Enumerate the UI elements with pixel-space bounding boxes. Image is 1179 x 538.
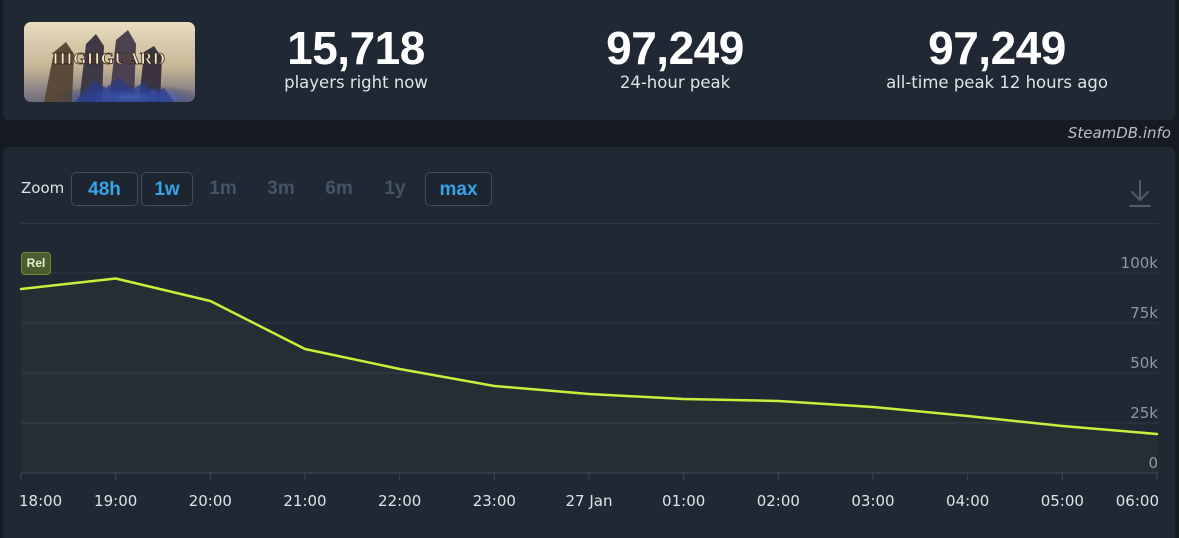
y-tick-label: 25k: [1130, 404, 1158, 422]
steamdb-watermark[interactable]: SteamDB.info: [1067, 124, 1171, 142]
data-point: [493, 385, 496, 387]
data-point: [304, 348, 306, 350]
stat-all-time-peak-label: all-time peak 12 hours ago: [886, 73, 1108, 92]
chart-divider: [21, 223, 1159, 224]
zoom-1w-button[interactable]: 1w: [141, 172, 193, 206]
stat-24h-peak-label: 24-hour peak: [619, 73, 731, 92]
data-point: [1156, 433, 1158, 435]
game-logo[interactable]: HIGHGUARD: [24, 22, 195, 102]
data-point: [872, 406, 874, 408]
stat-24h-peak-value: 97,249: [606, 22, 744, 74]
x-tick-label: 19:00: [94, 492, 137, 510]
x-tick-label: 05:00: [1041, 492, 1084, 510]
x-tick-label: 18:00: [19, 492, 62, 510]
zoom-max-button[interactable]: max: [425, 172, 492, 206]
data-point: [20, 288, 22, 290]
download-icon[interactable]: [1127, 179, 1153, 209]
stat-players-now-value: 15,718: [287, 22, 425, 74]
data-point: [1061, 425, 1064, 427]
data-point: [398, 368, 401, 370]
data-point: [114, 277, 117, 280]
stat-players-now-label: players right now: [284, 73, 428, 92]
stats-panel: HIGHGUARD 15,718 players right now 97,24…: [3, 0, 1175, 120]
stat-24h-peak: 97,249 24-hour peak: [575, 22, 775, 94]
data-point: [588, 393, 590, 395]
x-tick-label: 23:00: [473, 492, 516, 510]
release-marker-badge[interactable]: Rel: [21, 252, 51, 275]
data-point: [777, 400, 780, 402]
zoom-label: Zoom: [21, 179, 65, 197]
stat-all-time-peak: 97,249 all-time peak 12 hours ago: [847, 22, 1147, 94]
x-tick-label: 01:00: [662, 492, 705, 510]
x-tick-label: 22:00: [378, 492, 421, 510]
x-tick-label: 04:00: [946, 492, 989, 510]
zoom-3m-button[interactable]: 3m: [267, 178, 295, 199]
y-tick-label: 50k: [1130, 354, 1158, 372]
y-tick-label: 100k: [1121, 254, 1159, 272]
series-area: [21, 278, 1157, 473]
zoom-1m-button[interactable]: 1m: [209, 178, 237, 199]
y-tick-label: 0: [1148, 454, 1158, 472]
x-tick-label: 27 Jan: [566, 492, 613, 510]
data-point: [966, 415, 969, 417]
data-point: [682, 398, 685, 400]
x-tick-label: 06:00: [1116, 492, 1159, 510]
zoom-6m-button[interactable]: 6m: [325, 178, 353, 199]
x-tick-label: 20:00: [189, 492, 232, 510]
game-logo-text: HIGHGUARD: [52, 49, 165, 68]
stat-all-time-peak-value: 97,249: [928, 22, 1066, 74]
data-point: [209, 300, 212, 302]
y-tick-label: 75k: [1130, 304, 1158, 322]
zoom-1y-button[interactable]: 1y: [384, 178, 406, 199]
x-tick-label: 03:00: [851, 492, 894, 510]
zoom-48h-button[interactable]: 48h: [71, 172, 138, 206]
x-tick-label: 21:00: [283, 492, 326, 510]
stat-players-now: 15,718 players right now: [256, 22, 456, 94]
x-tick-label: 02:00: [757, 492, 800, 510]
